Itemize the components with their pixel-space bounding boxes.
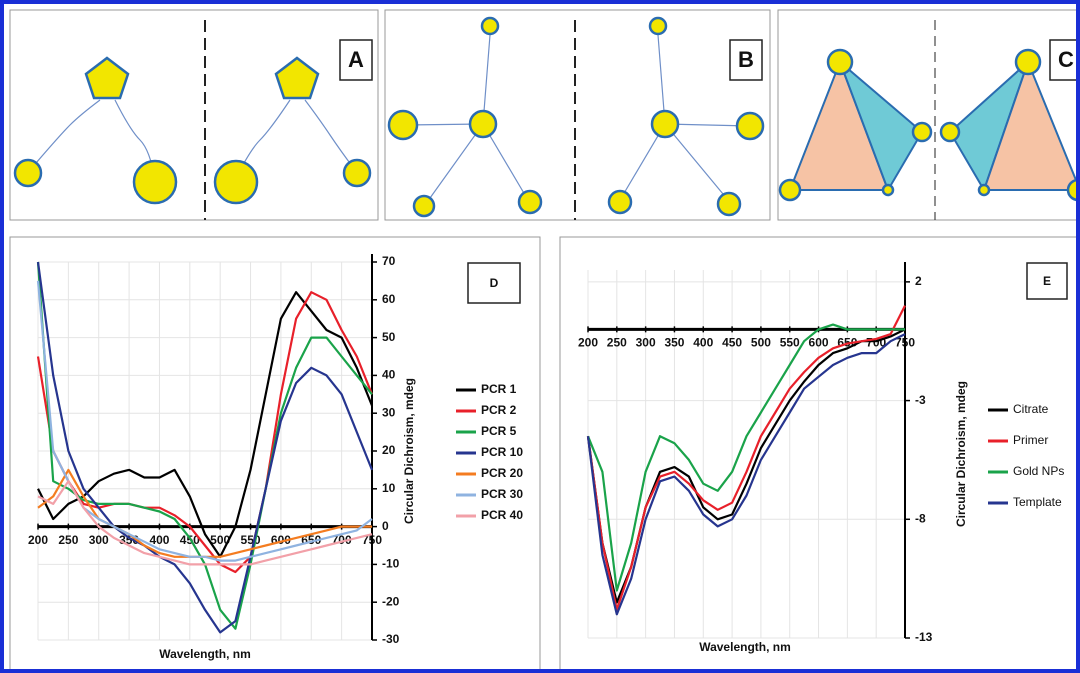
- series-line: [36, 291, 374, 574]
- panel-label: B: [738, 47, 754, 72]
- y-tick-label: 0: [382, 519, 389, 533]
- diagram-c: C: [778, 20, 1080, 220]
- y-tick-label: -20: [382, 594, 400, 608]
- panel-frames: [9, 9, 1080, 673]
- x-axis-title: Wavelength, nm: [699, 640, 791, 654]
- y-tick-label: -8: [915, 511, 926, 525]
- panel-label-box: [467, 262, 521, 304]
- x-tick-label: 300: [89, 533, 109, 547]
- legend-label: PCR 5: [481, 424, 517, 438]
- legend-label: Citrate: [1013, 402, 1049, 416]
- y-tick-label: -13: [915, 630, 933, 644]
- panel-label: D: [490, 276, 499, 290]
- y-tick-label: -30: [382, 632, 400, 646]
- x-tick-label: 450: [722, 336, 742, 350]
- y-axis-title: Circular Dichroism, mdeg: [402, 378, 416, 524]
- x-tick-label: 500: [210, 533, 230, 547]
- y-tick-label: 2: [915, 274, 922, 288]
- y-tick-label: 70: [382, 254, 396, 268]
- legend-label: Gold NPs: [1013, 464, 1064, 478]
- x-tick-label: 200: [578, 336, 598, 350]
- series-line: [36, 280, 373, 562]
- x-tick-label: 350: [664, 336, 684, 350]
- legend-label: Template: [1013, 495, 1062, 509]
- y-tick-label: 60: [382, 292, 396, 306]
- x-tick-label: 600: [809, 336, 829, 350]
- legend-label: PCR 30: [481, 487, 523, 501]
- y-tick-label: 10: [382, 481, 396, 495]
- series-line: [586, 333, 906, 616]
- x-tick-label: 400: [149, 533, 169, 547]
- y-axis-title: Circular Dichroism, mdeg: [954, 381, 968, 527]
- x-tick-label: 500: [751, 336, 771, 350]
- series-line: [37, 291, 374, 558]
- diagram-a: A: [13, 20, 373, 220]
- x-tick-label: 550: [780, 336, 800, 350]
- x-tick-label: 300: [636, 336, 656, 350]
- x-tick-label: 250: [58, 533, 78, 547]
- x-tick-label: 200: [28, 533, 48, 547]
- x-tick-label: 550: [241, 533, 261, 547]
- y-tick-label: 20: [382, 443, 396, 457]
- panel-label: A: [348, 47, 364, 72]
- legend-label: Primer: [1013, 433, 1048, 447]
- panel-label-box: [1026, 262, 1068, 300]
- x-tick-label: 250: [607, 336, 627, 350]
- y-tick-label: 50: [382, 330, 396, 344]
- y-tick-label: -3: [915, 393, 926, 407]
- x-axis-title: Wavelength, nm: [159, 647, 251, 661]
- series-line: [36, 261, 374, 634]
- y-tick-label: -10: [382, 557, 400, 571]
- series-line: [586, 323, 905, 592]
- legend-label: PCR 10: [481, 445, 523, 459]
- panel-label: E: [1043, 274, 1051, 288]
- series-line: [586, 305, 906, 611]
- legend-label: PCR 1: [481, 382, 517, 396]
- legend-label: PCR 20: [481, 466, 523, 480]
- series-line: [37, 480, 373, 566]
- y-tick-label: 40: [382, 368, 396, 382]
- legend-label: PCR 2: [481, 403, 517, 417]
- x-tick-label: 400: [693, 336, 713, 350]
- diagram-b: B: [387, 16, 765, 220]
- y-tick-label: 30: [382, 405, 396, 419]
- panel-label: C: [1058, 47, 1074, 72]
- legend-label: PCR 40: [481, 508, 523, 522]
